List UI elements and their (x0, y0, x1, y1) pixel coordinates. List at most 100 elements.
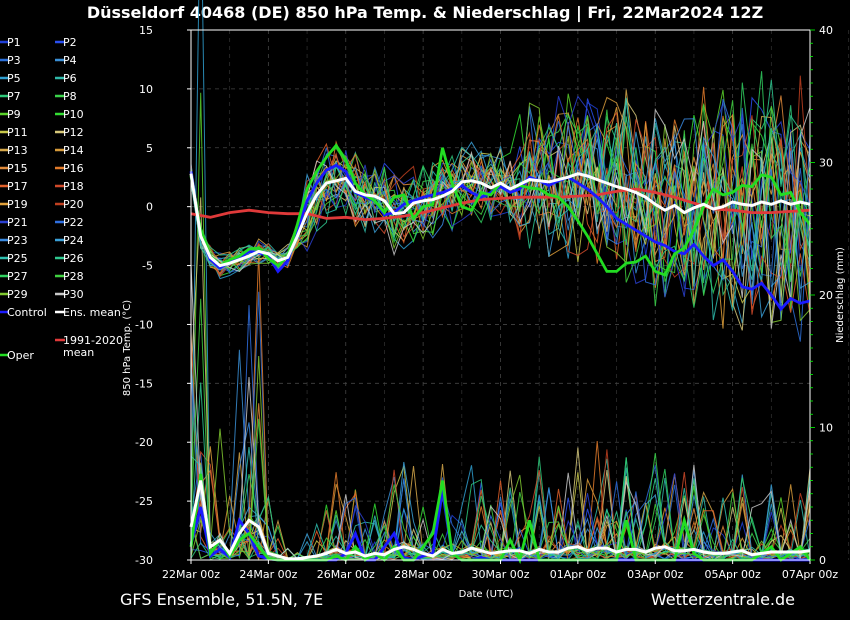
legend-item: P11 (0, 126, 28, 139)
legend-item: P8 (55, 90, 77, 103)
legend-label: P8 (63, 90, 77, 103)
legend-label: P2 (63, 36, 77, 49)
legend-item: P28 (55, 270, 84, 283)
x-axis-label: Date (UTC) (459, 589, 514, 600)
legend-label: P27 (7, 270, 28, 283)
legend-label: P29 (7, 288, 28, 301)
legend-label: P25 (7, 252, 28, 265)
member-temp-line (190, 86, 811, 284)
legend-label: P28 (63, 270, 84, 283)
y-tick-label-left: -5 (142, 260, 153, 273)
legend-label: P14 (63, 144, 84, 157)
legend-item: P24 (55, 234, 84, 247)
y-axis-label-left: 850 hPa Temp. (°C) (122, 300, 133, 396)
legend-label: P6 (63, 72, 77, 85)
legend-label: P23 (7, 234, 28, 247)
legend-item: P10 (55, 108, 84, 121)
legend-label: P11 (7, 126, 28, 139)
y-tick-label-right: 0 (819, 554, 826, 567)
member-precip-line (190, 264, 811, 561)
footer-site: Wetterzentrale.de (651, 590, 795, 609)
legend-label: P17 (7, 180, 28, 193)
axes: 22Mar 00z 24Mar 00z 26Mar 00z 28Mar 00z 30Ma… (135, 24, 838, 581)
legend-label: P13 (7, 144, 28, 157)
y-tick-label-right: 30 (819, 157, 833, 170)
legend-item: P19 (0, 198, 28, 211)
legend-item: P17 (0, 180, 28, 193)
ens-mean-precip-line (189, 480, 811, 561)
x-tick-label: 07Apr 00z (782, 568, 839, 581)
legend-label: P9 (7, 108, 21, 121)
footer-model-info: GFS Ensemble, 51.5N, 7E (120, 590, 323, 609)
legend-item: P20 (55, 198, 84, 211)
ens-mean-temp-line (189, 172, 811, 268)
legend-label: P20 (63, 198, 84, 211)
legend-item: P15 (0, 162, 28, 175)
legend-label-2: mean (63, 346, 94, 359)
x-tick-label: 03Apr 00z (627, 568, 684, 581)
legend-item: P21 (0, 216, 28, 229)
legend-item: P5 (0, 72, 21, 85)
legend-label: P18 (63, 180, 84, 193)
legend-label: P24 (63, 234, 84, 247)
legend-label: P4 (63, 54, 77, 67)
legend-item: P2 (55, 36, 77, 49)
y-tick-label-left: -30 (135, 554, 153, 567)
legend-item: P30 (55, 288, 84, 301)
legend: P1 P2 P3 P4 P5 P6 P7 P8 P9 P10 P11 P12 P13 P14 P15 P16 P… (0, 36, 123, 362)
legend-item: P3 (0, 54, 21, 67)
legend-label: P22 (63, 216, 84, 229)
y-tick-label-right: 20 (819, 289, 833, 302)
legend-item: P7 (0, 90, 21, 103)
legend-item: P22 (55, 216, 84, 229)
legend-label: P7 (7, 90, 21, 103)
y-tick-label-left: -15 (135, 377, 153, 390)
y-tick-label-left: -25 (135, 495, 153, 508)
legend-label: P1 (7, 36, 21, 49)
legend-label: P10 (63, 108, 84, 121)
legend-item-control: Control (0, 306, 47, 319)
x-tick-label: 28Mar 00z (394, 568, 452, 581)
y-tick-label-right: 40 (819, 24, 833, 37)
legend-label: P26 (63, 252, 84, 265)
legend-item: P14 (55, 144, 84, 157)
legend-label: Oper (7, 349, 34, 362)
chart-title: Düsseldorf 40468 (DE) 850 hPa Temp. & Ni… (87, 3, 763, 23)
x-tick-label: 01Apr 00z (550, 568, 607, 581)
y-tick-label-left: -10 (135, 318, 153, 331)
y-tick-label-left: -20 (135, 436, 153, 449)
legend-label: P21 (7, 216, 28, 229)
legend-item: P27 (0, 270, 28, 283)
legend-label: Control (7, 306, 47, 319)
x-tick-label: 22Mar 00z (162, 568, 220, 581)
x-tick-label: 05Apr 00z (704, 568, 761, 581)
legend-item: P13 (0, 144, 28, 157)
legend-label: P30 (63, 288, 84, 301)
legend-item: P16 (55, 162, 84, 175)
y-tick-label-right: 10 (819, 422, 833, 435)
legend-item: P12 (55, 126, 84, 139)
legend-label: P5 (7, 72, 21, 85)
legend-item: P23 (0, 234, 28, 247)
x-tick-label: 24Mar 00z (239, 568, 297, 581)
y-tick-label-left: 5 (146, 142, 153, 155)
legend-label: P16 (63, 162, 84, 175)
y-tick-label-left: 0 (146, 201, 153, 214)
legend-item-oper: Oper (0, 349, 34, 362)
legend-item: P1 (0, 36, 21, 49)
legend-item: P25 (0, 252, 28, 265)
legend-item: P18 (55, 180, 84, 193)
x-tick-label: 26Mar 00z (317, 568, 375, 581)
x-tick-label: 30Mar 00z (471, 568, 529, 581)
legend-label: P12 (63, 126, 84, 139)
legend-item: P26 (55, 252, 84, 265)
y-axis-label-right: Niederschlag (mm) (835, 247, 846, 343)
y-tick-label-left: 10 (139, 83, 153, 96)
legend-label: P19 (7, 198, 28, 211)
legend-label: Ens. mean (63, 306, 121, 319)
legend-item: P29 (0, 288, 28, 301)
legend-label: P3 (7, 54, 21, 67)
y-tick-label-left: 15 (139, 24, 153, 37)
